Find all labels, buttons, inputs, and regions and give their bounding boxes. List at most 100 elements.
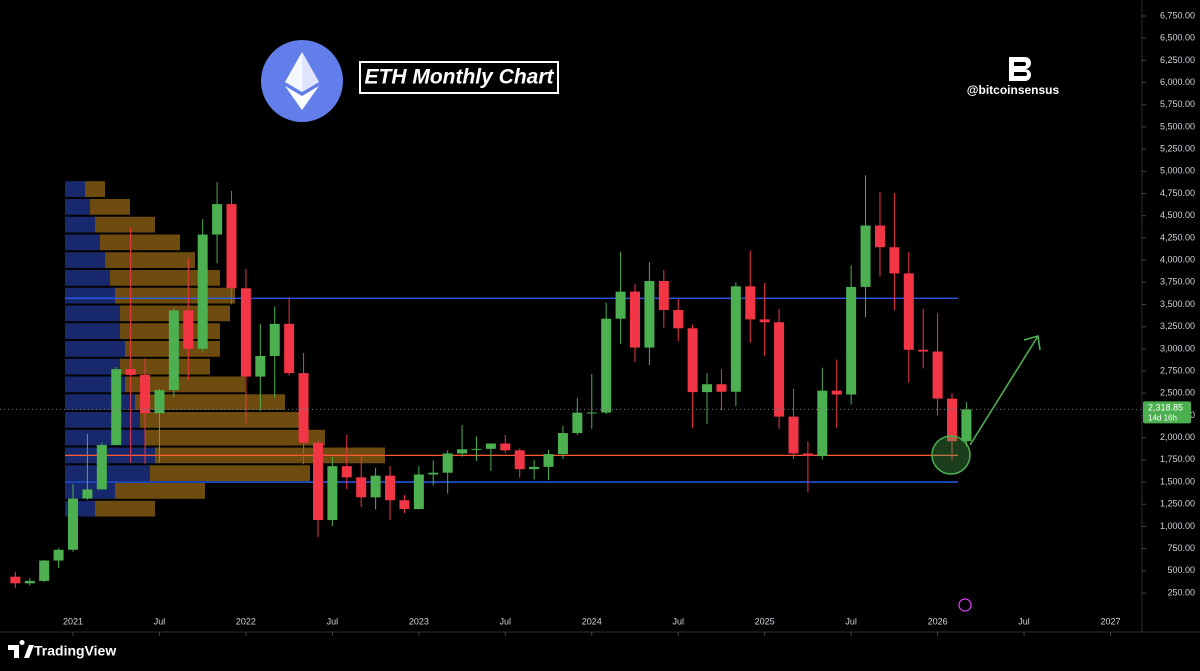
candle-body: [788, 416, 799, 454]
x-tick-label: Jul: [1018, 616, 1030, 626]
candle-body: [903, 273, 914, 350]
y-tick-label: 500.00: [1167, 565, 1195, 575]
profile-bar: [65, 376, 125, 393]
y-tick-label: 6,000.00: [1160, 77, 1195, 87]
x-tick-label: 2027: [1101, 616, 1121, 626]
profile-bar: [65, 358, 120, 375]
x-tick-label: Jul: [154, 616, 166, 626]
candle-body: [298, 373, 309, 443]
y-tick-label: 3,500.00: [1160, 299, 1195, 309]
profile-bar: [95, 216, 155, 233]
footer: [0, 633, 1200, 671]
candle-body: [471, 448, 482, 450]
profile-bar: [125, 376, 245, 393]
y-tick-label: 6,750.00: [1160, 10, 1195, 20]
x-tick-label: Jul: [327, 616, 339, 626]
event-icon: [958, 598, 972, 612]
profile-bar: [65, 181, 85, 197]
candle-body: [428, 472, 439, 475]
candle-body: [125, 369, 136, 375]
candle-body: [730, 286, 741, 392]
candle-body: [615, 291, 626, 319]
profile-bar: [145, 429, 325, 446]
candle-body: [284, 323, 295, 374]
candle-body: [154, 390, 165, 414]
candle-body: [572, 412, 583, 434]
candle-body: [802, 453, 813, 457]
brand-logo: [1009, 57, 1031, 81]
y-tick-label: 6,250.00: [1160, 55, 1195, 65]
candle-body: [68, 498, 78, 550]
last-price-label: 2,318.85: [1148, 403, 1183, 413]
profile-bar: [115, 483, 205, 499]
candle-body: [586, 412, 597, 414]
candle-body: [687, 328, 698, 393]
candle-body: [269, 323, 280, 356]
y-tick-label: 1,500.00: [1160, 476, 1195, 486]
candle-body: [846, 286, 857, 395]
x-tick-label: Jul: [672, 616, 684, 626]
candle-body: [399, 500, 410, 510]
candle-body: [341, 466, 352, 478]
countdown: 14d 16h: [1148, 413, 1177, 422]
x-tick-label: 2026: [928, 616, 948, 626]
candle-body: [183, 310, 194, 349]
watermark: @bitcoinsensus: [967, 83, 1060, 97]
y-tick-label: 4,000.00: [1160, 254, 1195, 264]
candle-body: [918, 349, 929, 352]
candle-body: [24, 580, 35, 584]
y-tick-label: 2,750.00: [1160, 365, 1195, 375]
candle-body: [658, 280, 669, 311]
profile-bar: [65, 252, 105, 268]
y-tick-label: 750.00: [1167, 543, 1195, 553]
candle-body: [312, 442, 323, 521]
candle-body: [947, 398, 958, 442]
candle-body: [82, 489, 93, 499]
x-tick-label: 2021: [63, 616, 83, 626]
candle-body: [356, 477, 367, 498]
candle-body: [644, 280, 655, 348]
y-tick-label: 4,250.00: [1160, 232, 1195, 242]
candle-body: [39, 560, 50, 581]
profile-bar: [65, 412, 140, 428]
candle-body: [327, 466, 338, 521]
profile-bar: [65, 341, 125, 357]
y-tick-label: 3,750.00: [1160, 277, 1195, 287]
profile-bar: [135, 394, 285, 411]
y-tick-label: 2,500.00: [1160, 388, 1195, 398]
y-tick-label: 5,500.00: [1160, 121, 1195, 131]
candle-body: [702, 384, 713, 393]
chart-title: ETH Monthly Chart: [365, 66, 555, 89]
profile-bar: [95, 500, 155, 517]
candle-body: [53, 549, 64, 561]
candle-body: [96, 444, 107, 490]
profile-bar: [90, 198, 130, 215]
y-tick-label: 5,000.00: [1160, 166, 1195, 176]
profile-bar: [115, 287, 235, 304]
profile-bar: [100, 234, 180, 251]
candle-body: [961, 409, 972, 442]
profile-bar: [65, 269, 110, 286]
y-tick-label: 4,750.00: [1160, 188, 1195, 198]
y-tick-label: 250.00: [1167, 587, 1195, 597]
x-tick-label: 2023: [409, 616, 429, 626]
profile-bar: [65, 429, 145, 446]
candle-body: [514, 450, 525, 470]
y-tick-label: 2,000.00: [1160, 432, 1195, 442]
y-tick-label: 3,250.00: [1160, 321, 1195, 331]
profile-bar: [65, 394, 135, 411]
candle-body: [543, 454, 554, 467]
brand: TradingView: [34, 643, 116, 659]
candle-body: [759, 319, 770, 323]
profile-bar: [65, 287, 115, 304]
highlight-circle: [931, 435, 971, 475]
profile-bar: [140, 412, 300, 428]
x-tick-label: 2024: [582, 616, 602, 626]
candle-body: [716, 384, 727, 392]
x-tick-label: Jul: [500, 616, 512, 626]
y-tick-label: 1,250.00: [1160, 499, 1195, 509]
candle-body: [212, 204, 223, 235]
x-tick-label: Jul: [845, 616, 857, 626]
arrow: [969, 335, 1039, 446]
profile-bar: [85, 181, 105, 197]
